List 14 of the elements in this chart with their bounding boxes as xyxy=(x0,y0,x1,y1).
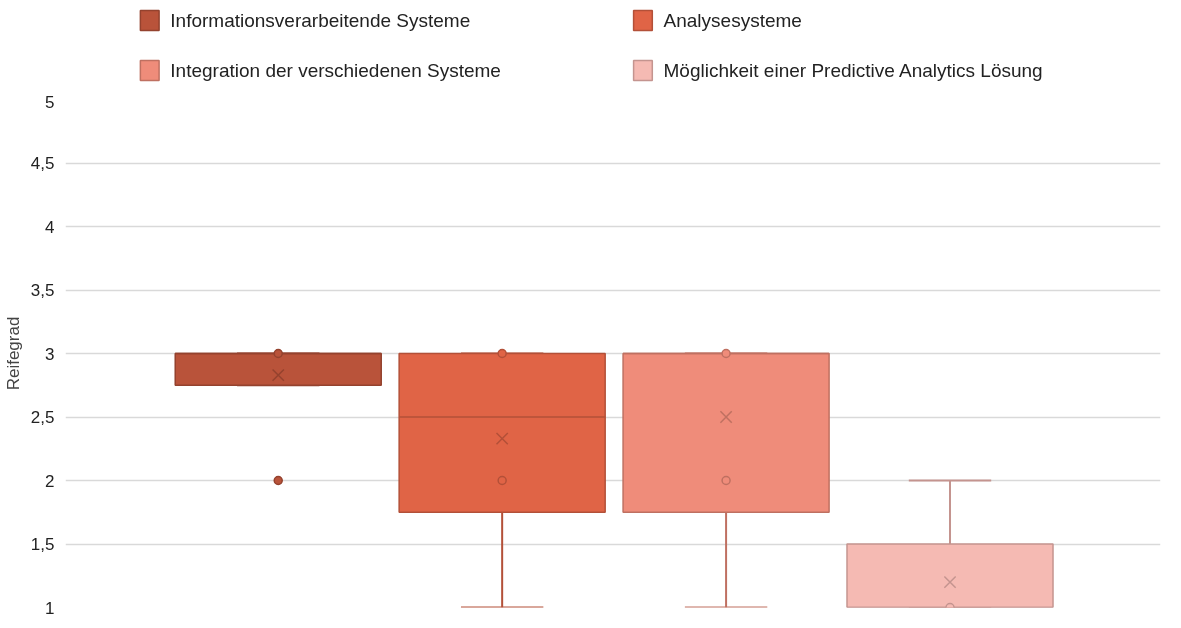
y-tick-label: 3 xyxy=(45,344,55,364)
y-tick-label: 1,5 xyxy=(30,535,55,554)
y-tick-label: 1 xyxy=(45,598,55,618)
legend-label: Möglichkeit einer Predictive Analytics Lösung xyxy=(663,60,1043,81)
y-tick-label: 5 xyxy=(45,92,55,112)
y-tick-label: 2,5 xyxy=(30,408,55,427)
legend-label: Informationsverarbeitende Systeme xyxy=(170,10,471,31)
y-tick-label: 4 xyxy=(45,217,55,237)
y-tick-label: 3,5 xyxy=(30,281,55,300)
legend-label: Analysesysteme xyxy=(663,10,802,31)
y-axis-title: Reifegrad xyxy=(3,316,23,391)
legend-label: Integration der verschiedenen Systeme xyxy=(170,60,501,81)
y-tick-label: 4,5 xyxy=(30,154,55,173)
y-tick-label: 2 xyxy=(45,471,55,491)
